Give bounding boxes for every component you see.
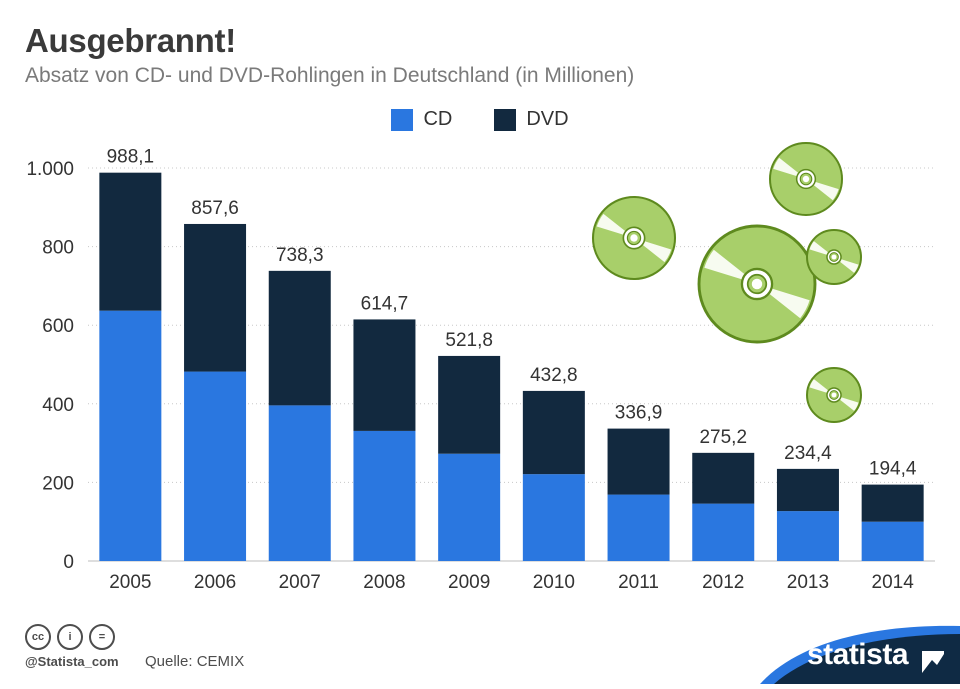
total-label: 194,4 <box>869 459 917 480</box>
total-label: 988,1 <box>107 147 155 168</box>
y-tick-label: 1.000 <box>26 159 74 180</box>
bar-dvd <box>776 468 839 512</box>
bar-cd <box>438 453 501 561</box>
bar-dvd <box>692 452 755 504</box>
disc-decoration <box>591 142 862 423</box>
nd-icon[interactable]: = <box>89 624 115 650</box>
bar-cd <box>99 310 162 561</box>
statista-logo-icon <box>922 651 944 673</box>
bar-dvd <box>99 172 162 311</box>
label-layer: 0 200 400 600 800 1.000 988,1 2005 857,6 2006 738,… <box>26 147 916 593</box>
y-tick-label: 400 <box>42 395 74 416</box>
x-tick-label: 2011 <box>618 572 659 593</box>
total-label: 336,9 <box>615 403 663 424</box>
disc-icon <box>769 142 843 216</box>
disc-hole <box>802 175 810 183</box>
total-label: 234,4 <box>784 443 832 464</box>
legend-label-dvd: DVD <box>526 108 569 130</box>
bar-cd <box>184 371 247 561</box>
disc-icon <box>806 367 862 423</box>
x-tick-label: 2012 <box>702 572 744 593</box>
bar-cd <box>353 430 416 561</box>
disc-icon <box>697 224 817 344</box>
y-tick-label: 200 <box>42 473 74 494</box>
brand-swoosh <box>760 625 960 684</box>
x-tick-label: 2007 <box>279 572 321 593</box>
bar-cd <box>692 503 755 561</box>
legend-item-dvd: DVD <box>494 108 569 131</box>
statista-handle[interactable]: @Statista_com <box>25 654 119 669</box>
y-tick-label: 800 <box>42 238 74 259</box>
brand-name: statista <box>806 638 909 671</box>
disc-icon <box>806 229 862 285</box>
legend: CD DVD <box>0 108 960 131</box>
y-tick-label: 600 <box>42 316 74 337</box>
x-tick-label: 2009 <box>448 572 490 593</box>
bar-cd <box>607 494 670 561</box>
total-label: 738,3 <box>276 245 324 266</box>
bar-dvd <box>522 390 585 475</box>
legend-swatch-cd <box>391 108 414 131</box>
disc-hole <box>831 392 837 398</box>
chart-subtitle: Absatz von CD- und DVD-Rohlingen in Deut… <box>25 64 635 87</box>
bar-dvd <box>607 428 670 495</box>
bar-cd <box>268 405 331 561</box>
x-tick-label: 2006 <box>194 572 236 593</box>
legend-label-cd: CD <box>423 108 453 130</box>
y-tick-label: 0 <box>63 552 74 573</box>
bar-cd <box>776 511 839 561</box>
x-tick-label: 2013 <box>787 572 829 593</box>
x-tick-label: 2008 <box>363 572 405 593</box>
bar-dvd <box>861 484 924 522</box>
total-label: 857,6 <box>191 198 239 219</box>
x-tick-label: 2014 <box>872 572 915 593</box>
legend-item-cd: CD <box>391 108 452 131</box>
bar-dvd <box>268 270 331 406</box>
cc-icon[interactable]: cc <box>25 624 51 650</box>
total-label: 432,8 <box>530 365 578 386</box>
x-tick-label: 2010 <box>533 572 575 593</box>
bar-dvd <box>438 355 501 454</box>
license-icons: cc i = <box>25 624 115 650</box>
total-label: 614,7 <box>361 293 409 314</box>
total-label: 521,8 <box>445 330 493 351</box>
legend-swatch-dvd <box>494 108 517 131</box>
x-tick-label: 2005 <box>109 572 151 593</box>
disc-hole <box>630 234 638 242</box>
bar-layer <box>99 172 924 561</box>
disc-icon <box>591 195 677 281</box>
bar-cd <box>861 521 924 561</box>
bar-dvd <box>184 223 247 372</box>
total-label: 275,2 <box>699 427 747 448</box>
source-note: Quelle: CEMIX <box>145 653 245 670</box>
bar-cd <box>522 474 585 561</box>
disc-hole <box>831 254 837 260</box>
by-icon[interactable]: i <box>57 624 83 650</box>
chart-title: Ausgebrannt! <box>25 22 236 59</box>
disc-hole <box>751 278 763 290</box>
bar-dvd <box>353 319 416 431</box>
statista-brand[interactable]: statista <box>760 620 960 684</box>
